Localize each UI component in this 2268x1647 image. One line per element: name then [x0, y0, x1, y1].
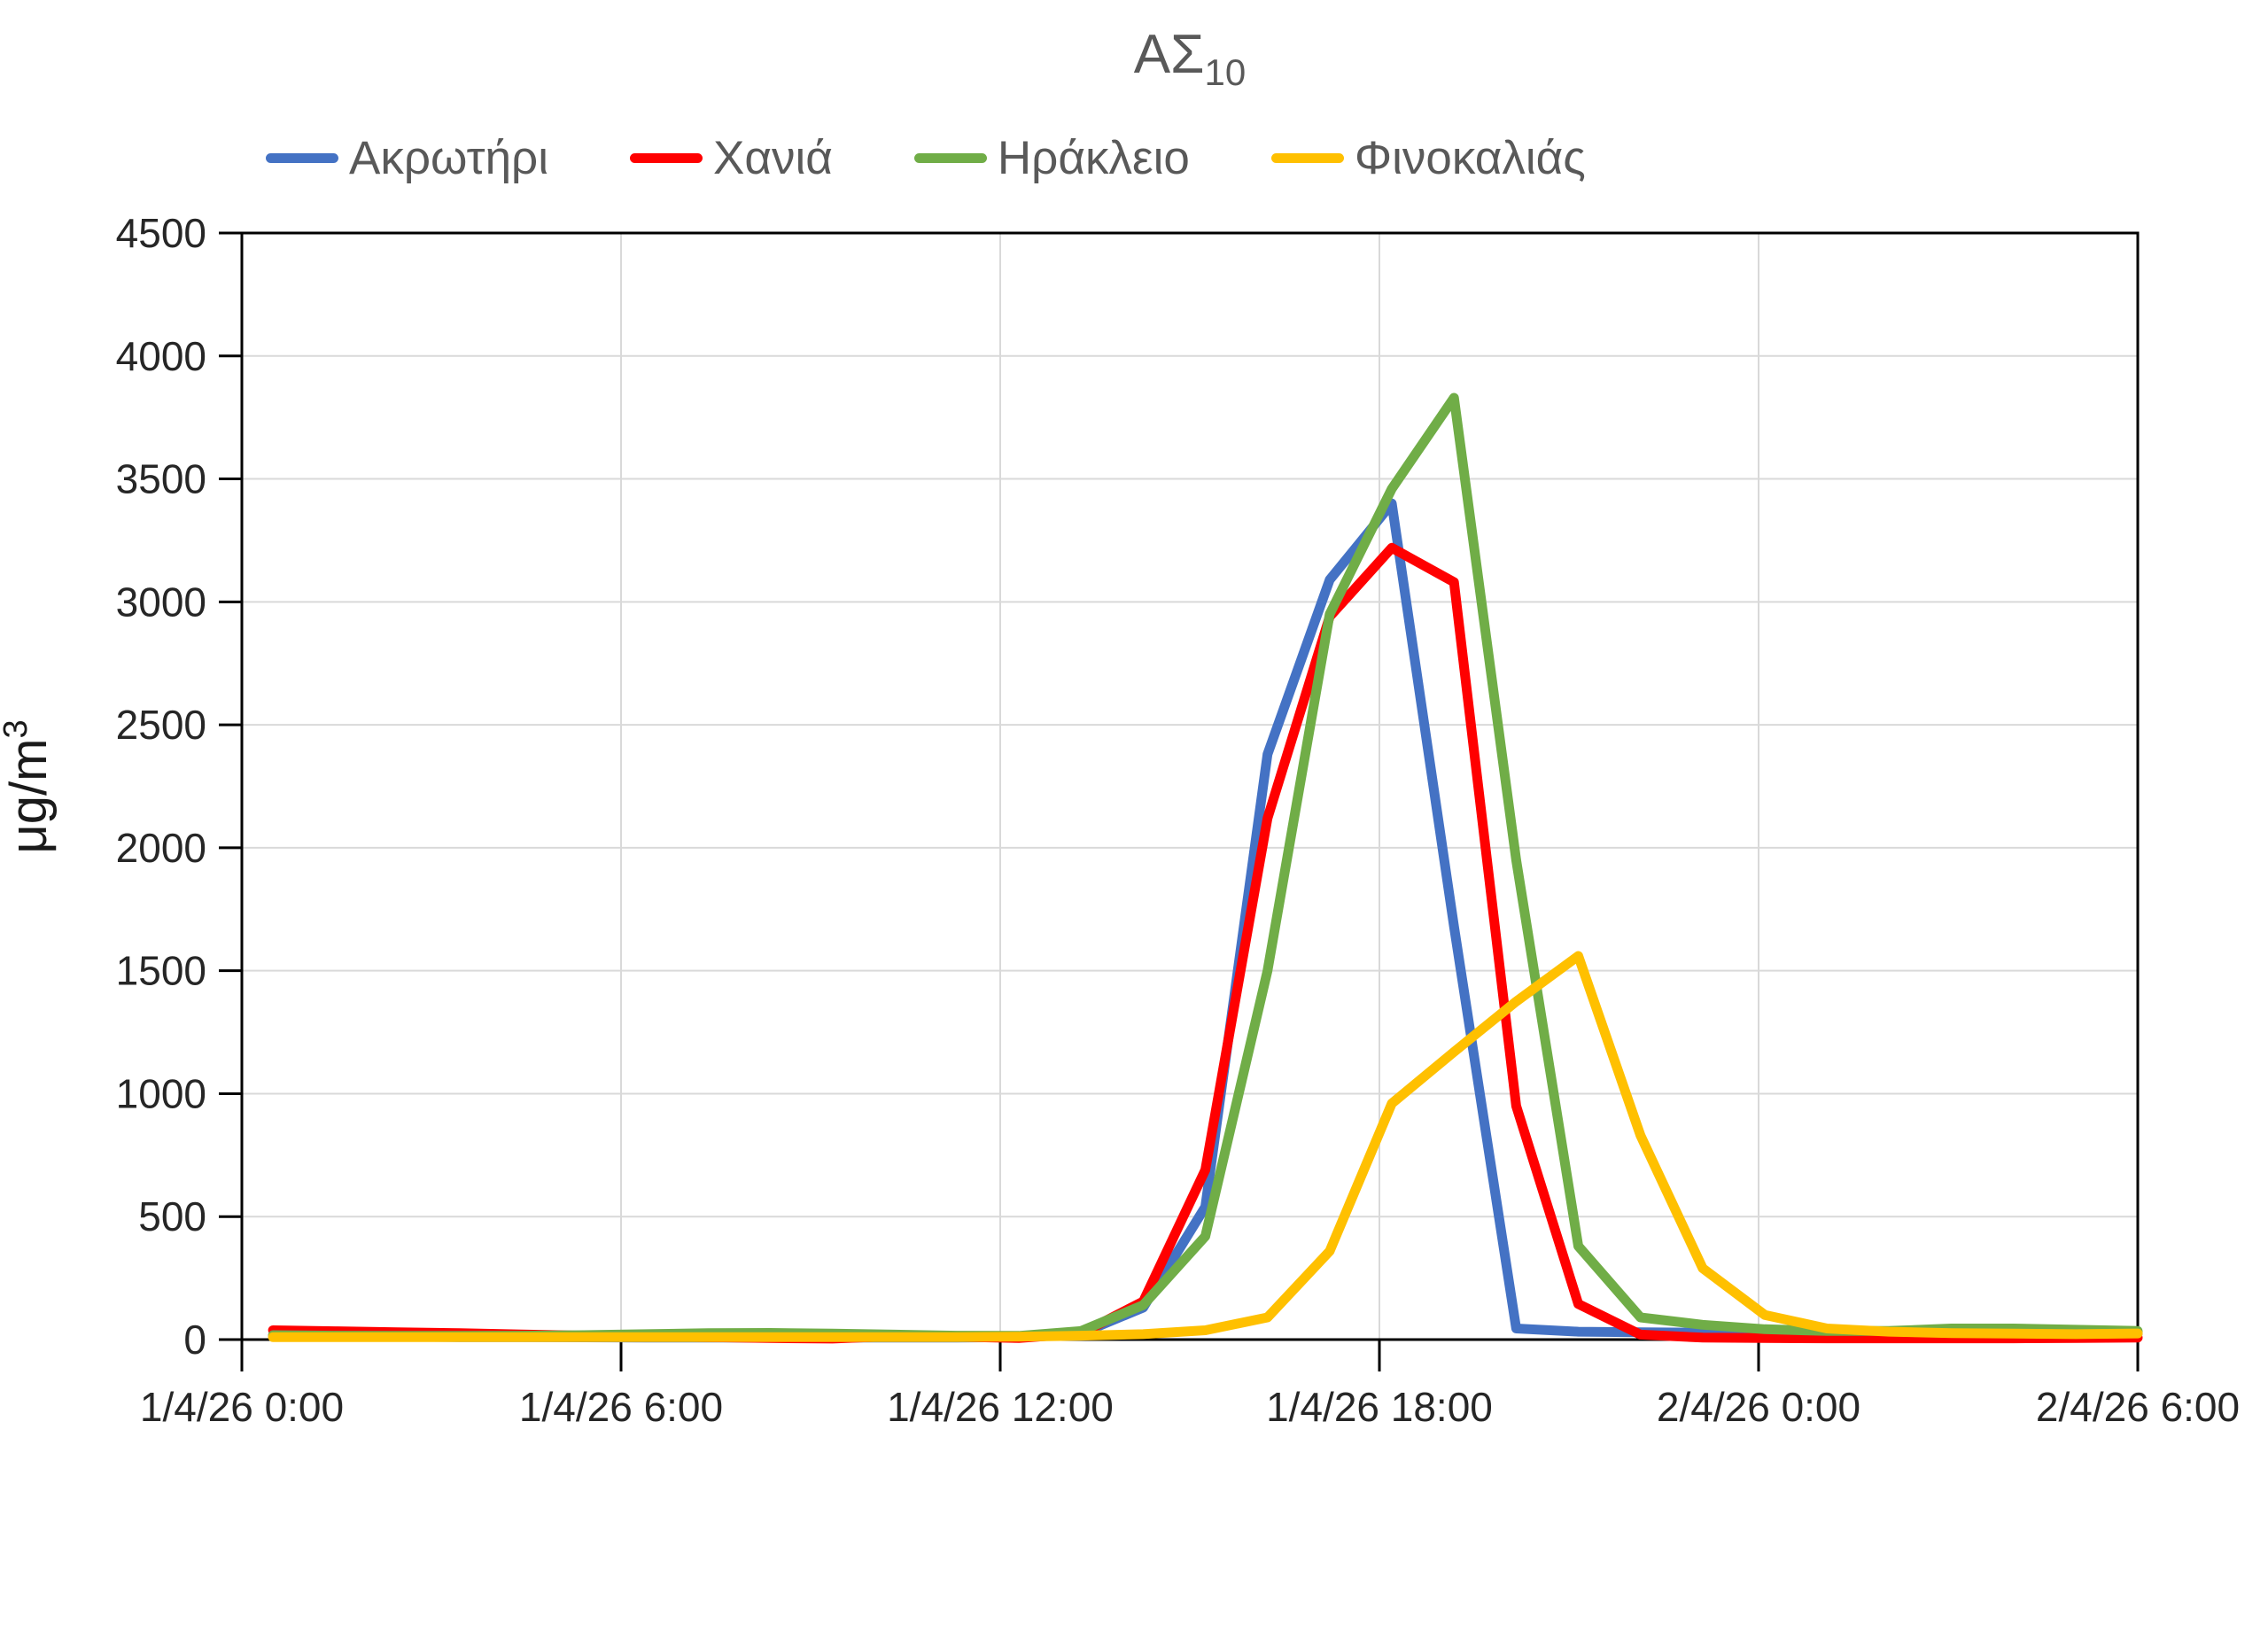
legend-label: Ακρωτήρι — [349, 132, 548, 184]
y-tick-label: 2500 — [116, 702, 206, 748]
x-tick-label: 1/4/26 12:00 — [887, 1384, 1114, 1430]
y-tick-label: 1000 — [116, 1070, 206, 1116]
x-tick-label: 2/4/26 0:00 — [1657, 1384, 1860, 1430]
legend-marker-icon — [913, 153, 987, 163]
series-line-Ακρωτήρι — [268, 498, 2143, 1343]
x-tick-label: 1/4/26 18:00 — [1266, 1384, 1493, 1430]
legend-label: Χανιά — [712, 132, 833, 184]
y-tick-label: 500 — [138, 1193, 206, 1239]
legend-marker-icon — [629, 153, 703, 163]
legend-item-4[interactable]: Φινοκαλιάς — [1270, 131, 1586, 185]
chart-title-subscript: 10 — [1204, 51, 1247, 93]
y-axis-title: μg/m3 — [0, 719, 58, 853]
legend-item-3[interactable]: Ηράκλειο — [913, 131, 1190, 185]
y-tick-label: 1500 — [116, 948, 206, 994]
plot-frame — [240, 231, 2140, 1341]
y-tick-label: 4500 — [116, 210, 206, 256]
chart-title-text: ΑΣ — [1133, 24, 1205, 85]
legend-label: Ηράκλειο — [997, 132, 1190, 184]
legend-label: Φινοκαλιάς — [1354, 132, 1586, 184]
legend-item-2[interactable]: Χανιά — [629, 131, 833, 185]
y-tick-label: 3000 — [116, 579, 206, 625]
x-tick-label: 2/4/26 6:00 — [2036, 1384, 2240, 1430]
series-line-Φινοκαλιάς — [268, 951, 2143, 1342]
y-tick-label: 4000 — [116, 333, 206, 379]
x-tick-label: 1/4/26 6:00 — [519, 1384, 723, 1430]
legend-marker-icon — [1270, 153, 1344, 163]
x-tick-label: 1/4/26 0:00 — [140, 1384, 344, 1430]
y-tick-label: 0 — [183, 1317, 206, 1363]
chart-title: ΑΣ10 — [242, 23, 2138, 94]
y-tick-label: 2000 — [116, 825, 206, 871]
legend-item-1[interactable]: Ακρωτήρι — [266, 131, 548, 185]
legend-marker-icon — [266, 153, 338, 163]
legend: Ακρωτήρι Χανιά Ηράκλειο Φινοκαλιάς — [266, 131, 2162, 185]
y-tick-label: 3500 — [116, 456, 206, 502]
